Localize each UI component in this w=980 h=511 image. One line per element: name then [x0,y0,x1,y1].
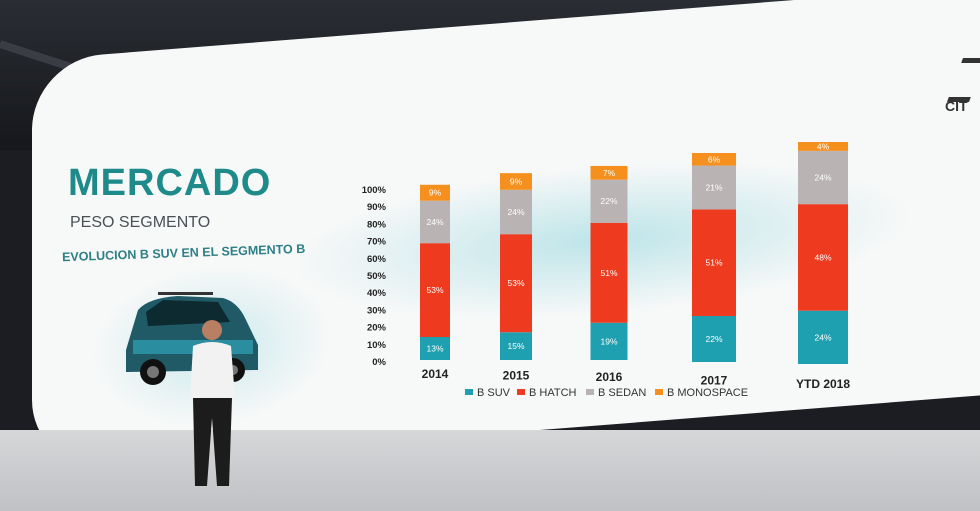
data-label: 19% [600,336,617,346]
slide-title: MERCADO [68,162,272,204]
legend-swatch [655,389,663,395]
bar-segment-b-monospace [798,142,848,151]
y-tick-label: 70% [367,237,387,248]
bar-segment-b-sedan [420,200,450,244]
presenter-person [190,320,235,486]
bar-segment-b-monospace [420,184,450,201]
data-label: 21% [705,182,722,192]
bar-segment-b-suv [500,332,532,360]
bar-segment-b-sedan [692,165,736,210]
legend: B SUV B HATCH B SEDAN B MONOSPACE [465,387,748,399]
bar-segment-b-sedan [500,189,532,235]
data-label: 24% [507,207,524,217]
data-label: 53% [426,285,443,295]
x-tick-label: 2016 [596,370,623,384]
bar-segment-b-hatch [798,204,848,311]
y-tick-label: 100% [362,185,387,196]
legend-swatch [517,389,525,395]
bar-segment-b-suv [798,310,848,364]
data-label: 53% [507,278,524,288]
data-label: 22% [600,196,617,206]
data-label: 7% [603,168,616,178]
data-label: 6% [708,154,721,164]
data-label: 24% [814,332,831,342]
legend-swatch [465,389,473,395]
bar-segment-b-suv [420,336,450,360]
data-label: 24% [814,173,831,183]
bar-segment-b-monospace [590,165,628,180]
data-label: 51% [600,268,617,278]
legend-label: B MONOSPACE [667,387,748,399]
data-label: 15% [507,341,524,351]
bar-segment-b-hatch [692,209,736,317]
y-tick-label: 60% [367,254,387,265]
slide-subtitle: PESO SEGMENTO [70,214,211,231]
data-label: 4% [817,141,830,151]
data-label: 48% [814,252,831,262]
bar-segment-b-monospace [692,153,736,166]
y-tick-label: 20% [367,323,387,334]
bar-segment-b-monospace [500,173,532,190]
bar-segment-b-hatch [500,234,532,333]
legend-label: B SEDAN [598,387,646,399]
stage-floor [0,430,980,511]
x-tick-label: 2015 [503,369,530,383]
bars-group: 13% 53% 24% 9% 15% 53% 24% 9% 19% 51% 22% 7% 22% 51% 2… [420,141,848,364]
y-tick-label: 0% [372,357,386,368]
x-tick-label: 2017 [701,374,728,388]
bar-segment-b-hatch [590,222,628,323]
y-tick-label: 50% [367,271,387,282]
bar-segment-b-sedan [798,150,848,205]
legend-swatch [586,389,594,395]
bar-segment-b-suv [692,316,736,362]
data-label: 24% [426,217,443,227]
bar-segment-b-hatch [420,243,450,337]
data-label: 9% [429,188,442,198]
legend-label: B HATCH [529,387,577,399]
data-label: 13% [426,343,443,353]
data-label: 51% [705,258,722,268]
y-tick-label: 40% [367,288,387,299]
x-tick-label: 2014 [422,367,449,381]
data-label: 22% [705,334,722,344]
y-tick-label: 80% [367,219,387,230]
x-tick-label: YTD 2018 [796,377,850,391]
bar-segment-b-suv [590,322,628,360]
brand-name: CIT [945,98,968,114]
y-tick-label: 10% [367,340,387,351]
data-label: 9% [510,176,523,186]
y-axis: 0% 10% 20% 30% 40% 50% 60% 70% 80% 90% 100% [362,185,387,368]
legend-label: B SUV [477,387,511,399]
x-axis: 2014 2015 2016 2017 YTD 2018 [422,367,851,391]
y-tick-label: 30% [367,305,387,316]
y-tick-label: 90% [367,202,387,213]
bar-segment-b-sedan [590,179,628,223]
